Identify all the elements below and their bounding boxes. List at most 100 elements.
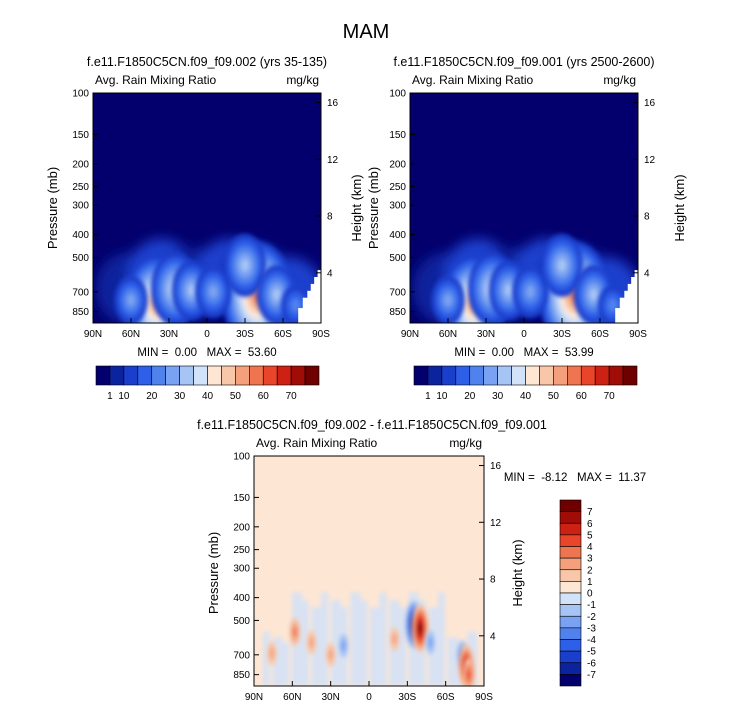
colorbar-label: 40 — [520, 391, 532, 402]
colorbar-swatch — [559, 615, 582, 629]
x-tick-label: 0 — [521, 329, 527, 340]
y-tick-label: 250 — [233, 545, 250, 556]
panel-3-units: mg/kg — [449, 436, 482, 450]
y-tick-label: 500 — [233, 616, 250, 627]
colorbar-swatch — [539, 365, 554, 386]
colorbar-swatch — [559, 569, 582, 582]
y-tick-right-label: 8 — [644, 212, 650, 223]
anomaly-contour — [341, 639, 346, 652]
colorbar-swatch — [151, 365, 166, 386]
colorbar-swatch — [559, 499, 582, 512]
panel-3-field — [262, 592, 478, 686]
panel-2-title: f.e11.F1850C5CN.f09_f09.001 (yrs 2500-26… — [393, 55, 654, 69]
colorbar-swatch — [559, 557, 582, 571]
colorbar-swatch — [137, 365, 153, 386]
blob-contour — [240, 258, 250, 272]
near-zero-patch — [311, 607, 322, 686]
panel-3-left-label: Avg. Rain Mixing Ratio — [256, 436, 377, 450]
x-tick-label: 30S — [398, 692, 416, 703]
colorbar-top-2: 1 10 20 30 40 50 60 70 — [413, 365, 638, 402]
colorbar-swatch — [559, 511, 582, 524]
colorbar-label: 50 — [548, 391, 560, 402]
anomaly-contour — [309, 636, 314, 649]
near-zero-patch — [321, 592, 329, 686]
panel-2-left-label: Avg. Rain Mixing Ratio — [412, 73, 533, 87]
y-tick-right-label: 8 — [490, 575, 496, 586]
x-tick-label: 0 — [204, 329, 210, 340]
colorbar-label: 30 — [492, 391, 504, 402]
anomaly-contour — [467, 670, 471, 679]
y-tick-label: 100 — [233, 452, 250, 463]
near-zero-patch — [282, 642, 290, 686]
colorbar-swatch — [441, 365, 457, 386]
y-tick-right-label: 8 — [327, 212, 333, 223]
anomaly-contour — [418, 624, 422, 632]
colorbar-swatch — [594, 365, 610, 386]
colorbar-swatch — [207, 365, 222, 386]
colorbar-label: 3 — [587, 554, 593, 565]
panel-2-units: mg/kg — [603, 73, 636, 87]
colorbar-swatch — [567, 365, 582, 386]
y-tick-right-label: 4 — [490, 631, 496, 642]
x-tick-label: 60N — [283, 692, 301, 703]
colorbar-swatch — [525, 365, 540, 386]
colorbar-swatch — [290, 365, 306, 386]
panel-2-topo — [615, 270, 638, 323]
blob-contour — [589, 288, 598, 301]
y-tick-label: 300 — [72, 201, 89, 212]
y-tick-label: 400 — [233, 593, 250, 604]
near-zero-patch — [399, 607, 407, 686]
colorbar-label: 60 — [258, 391, 270, 402]
blob-contour — [208, 285, 218, 299]
panel-1-topo — [298, 270, 321, 323]
panel-1-ylabel: Pressure (mb) — [45, 167, 60, 249]
panel-1-ylabel-right: Height (km) — [349, 174, 364, 241]
y-tick-label: 700 — [233, 650, 250, 661]
colorbar-swatch — [553, 365, 568, 386]
x-tick-label: 30N — [160, 329, 178, 340]
topography-mask — [634, 270, 638, 323]
x-tick-label: 90S — [475, 692, 493, 703]
colorbar-label: 1 — [425, 391, 431, 402]
figure-title: MAM — [343, 21, 390, 43]
colorbar-label: 4 — [587, 542, 593, 553]
y-tick-label: 250 — [72, 182, 89, 193]
y-tick-right-label: 16 — [644, 98, 656, 109]
blob-contour — [557, 258, 567, 272]
y-tick-label: 500 — [389, 253, 406, 264]
panel-3: f.e11.F1850C5CN.f09_f09.002 - f.e11.F185… — [197, 418, 646, 703]
x-tick-label: 30S — [236, 329, 254, 340]
colorbar-swatch — [559, 662, 582, 675]
x-tick-label: 0 — [366, 692, 372, 703]
colorbar-swatch — [483, 365, 498, 386]
panel-3-stats: MIN = -8.12 MAX = 11.37 — [504, 472, 646, 484]
colorbar-swatch — [249, 365, 264, 386]
colorbar-label: 5 — [587, 530, 593, 541]
colorbar-swatch — [193, 365, 208, 386]
colorbar-label: 30 — [174, 391, 186, 402]
colorbar-label: -6 — [587, 658, 596, 669]
near-zero-patch — [301, 600, 309, 686]
panel-2: f.e11.F1850C5CN.f09_f09.001 (yrs 2500-26… — [366, 55, 687, 359]
colorbar-swatch — [559, 546, 582, 559]
x-tick-label: 30N — [477, 329, 495, 340]
topography-mask — [631, 277, 638, 323]
colorbar-swatch — [469, 365, 484, 386]
colorbar-top-1: 1 10 20 30 40 50 60 70 — [95, 365, 320, 402]
colorbar-label: 10 — [118, 391, 130, 402]
colorbar-label: -3 — [587, 623, 596, 634]
colorbar-swatch — [179, 365, 194, 386]
colorbar-swatch — [511, 365, 526, 386]
blob-contour — [525, 285, 535, 299]
anomaly-contour — [269, 647, 275, 660]
y-tick-right-label: 16 — [490, 461, 502, 472]
blob-contour — [187, 284, 196, 297]
anomaly-contour — [428, 636, 433, 649]
anomaly — [289, 617, 301, 647]
colorbar-swatch — [559, 604, 582, 617]
colorbar-swatch — [559, 581, 582, 594]
data-blob — [223, 233, 267, 297]
colorbar-label: 40 — [202, 391, 214, 402]
colorbar-label: -7 — [587, 670, 596, 681]
